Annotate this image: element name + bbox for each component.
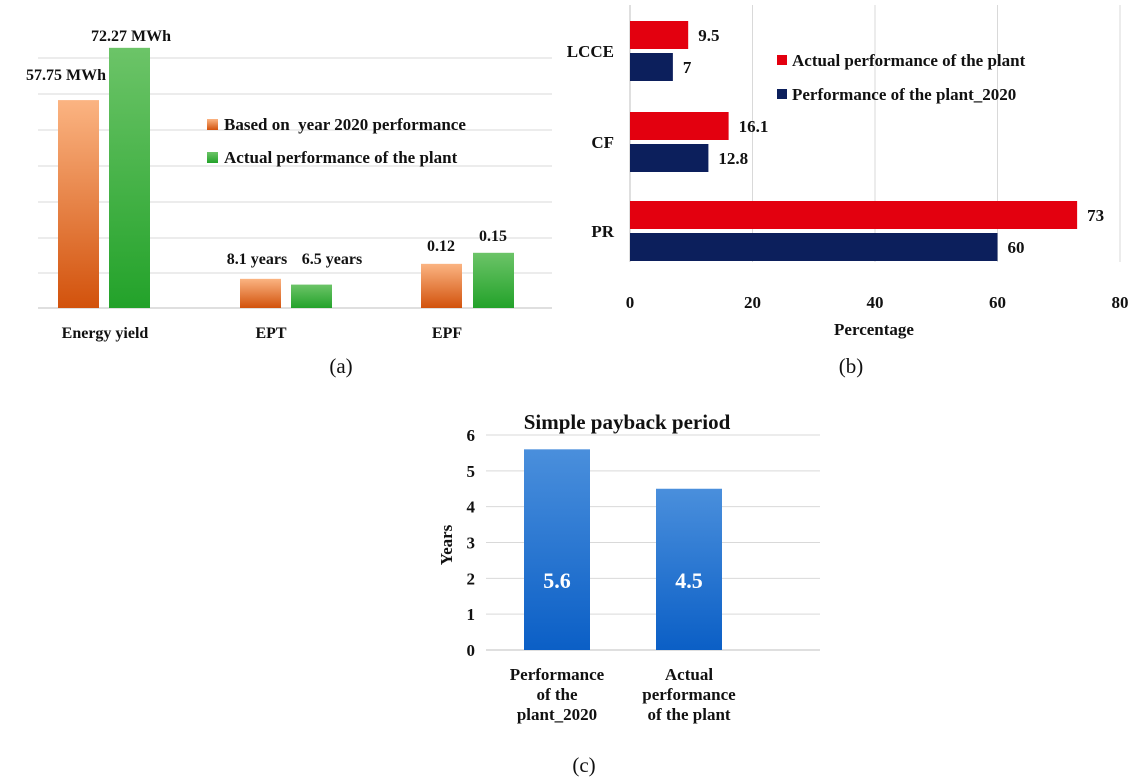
data-label-actual: 4.5 (675, 568, 703, 593)
panel-a-bars (58, 47, 514, 308)
panel-b-data-labels: 9.5 7 16.1 12.8 73 60 (683, 26, 1104, 257)
panel-a-legend: Based on year 2020 performance Actual pe… (207, 115, 466, 167)
bar-lcce-actual (630, 21, 689, 49)
y-tick-4: 4 (467, 498, 476, 517)
y-tick-0: 0 (467, 641, 476, 660)
category-label-line: Actual (665, 665, 713, 684)
bar-cf-2020 (630, 144, 709, 172)
category-label-line: plant_2020 (517, 705, 597, 724)
bar-pr-actual (630, 201, 1078, 229)
bar-actual (656, 488, 722, 650)
data-label-energy-yield-based-2020: 57.75 MWh (26, 67, 106, 84)
x-tick-60: 60 (989, 293, 1006, 312)
panel-c-y-axis-label: Years (437, 524, 456, 565)
panel-c-payback-chart: Simple payback period 0 1 2 3 4 5 6 5.6 4.5 Per… (437, 410, 820, 777)
bar-cf-actual (630, 112, 729, 140)
legend-label-actual: Actual performance of the plant (224, 148, 458, 167)
data-label-cf-actual: 16.1 (739, 117, 769, 136)
panel-a-energy-chart: 57.75 MWh 72.27 MWh 8.1 years 6.5 years 0.12… (26, 28, 552, 378)
legend-swatch-based-2020 (207, 119, 218, 130)
panel-b-legend: Actual performance of the plant Performa… (777, 51, 1026, 104)
data-label-energy-yield-actual: 72.27 MWh (91, 28, 171, 45)
bar-energy-yield-based-2020 (58, 100, 99, 308)
x-tick-80: 80 (1112, 293, 1129, 312)
bar-lcce-2020 (630, 53, 673, 81)
panel-c-title: Simple payback period (524, 410, 731, 434)
category-label-lcce: LCCE (567, 42, 614, 61)
panel-c-caption: (c) (572, 753, 595, 777)
data-label-epf-based-2020: 0.12 (427, 238, 455, 255)
bar-epf-based-2020 (421, 263, 462, 308)
data-label-lcce-actual: 9.5 (698, 26, 719, 45)
bar-plant-2020 (524, 449, 590, 650)
category-label-cf: CF (591, 133, 614, 152)
data-label-lcce-2020: 7 (683, 58, 692, 77)
category-label-epf: EPF (432, 325, 462, 342)
category-label-pr: PR (591, 222, 614, 241)
data-label-pr-2020: 60 (1008, 238, 1025, 257)
x-tick-20: 20 (744, 293, 761, 312)
data-label-ept-actual: 6.5 years (302, 251, 362, 268)
panel-c-category-labels: Performance of the plant_2020 Actual perform… (510, 665, 736, 724)
panel-b-x-axis-label: Percentage (834, 320, 914, 339)
category-label-line: of the plant (647, 705, 730, 724)
bar-epf-actual (473, 252, 514, 308)
panel-c-data-labels: 5.6 4.5 (543, 568, 703, 593)
panel-c-y-tick-labels: 0 1 2 3 4 5 6 (467, 426, 476, 660)
x-tick-0: 0 (626, 293, 635, 312)
legend-swatch-actual (207, 152, 218, 163)
panel-b-x-tick-labels: 0 20 40 60 80 (626, 293, 1129, 312)
legend-swatch-actual (777, 55, 787, 65)
legend-label-2020: Performance of the plant_2020 (792, 85, 1016, 104)
legend-swatch-2020 (777, 89, 787, 99)
data-label-plant-2020: 5.6 (543, 568, 571, 593)
data-label-epf-actual: 0.15 (479, 228, 507, 245)
bar-energy-yield-actual (109, 47, 150, 308)
y-tick-2: 2 (467, 569, 476, 588)
panel-c-bars (524, 449, 722, 650)
y-tick-6: 6 (467, 426, 476, 445)
panel-a-caption: (a) (329, 354, 352, 378)
legend-label-actual: Actual performance of the plant (792, 51, 1026, 70)
panel-a-category-labels: Energy yield EPT EPF (62, 325, 463, 342)
y-tick-1: 1 (467, 605, 476, 624)
panel-a-data-labels: 57.75 MWh 72.27 MWh 8.1 years 6.5 years 0.12… (26, 28, 507, 268)
panel-b-category-labels: LCCE CF PR (567, 42, 615, 241)
category-label-line: of the (536, 685, 578, 704)
category-label-line: Performance (510, 665, 605, 684)
y-tick-5: 5 (467, 462, 476, 481)
category-label-energy-yield: Energy yield (62, 325, 149, 342)
category-label-line: performance (642, 685, 736, 704)
panel-b-bars (630, 21, 1078, 261)
panel-b-caption: (b) (839, 354, 864, 378)
bar-pr-2020 (630, 233, 998, 261)
category-label-ept: EPT (255, 325, 286, 342)
panel-b-percentage-chart: 9.5 7 16.1 12.8 73 60 LCCE CF PR 0 20 40 60 80 Perc… (567, 5, 1129, 378)
bar-ept-actual (291, 284, 332, 308)
data-label-ept-based-2020: 8.1 years (227, 251, 287, 268)
bar-ept-based-2020 (240, 278, 281, 308)
data-label-cf-2020: 12.8 (718, 149, 748, 168)
category-label-plant-2020: Performance of the plant_2020 (510, 665, 605, 724)
y-tick-3: 3 (467, 534, 476, 553)
category-label-actual: Actual performance of the plant (642, 665, 736, 724)
data-label-pr-actual: 73 (1087, 206, 1104, 225)
legend-label-based-2020: Based on year 2020 performance (224, 115, 466, 134)
x-tick-40: 40 (867, 293, 884, 312)
